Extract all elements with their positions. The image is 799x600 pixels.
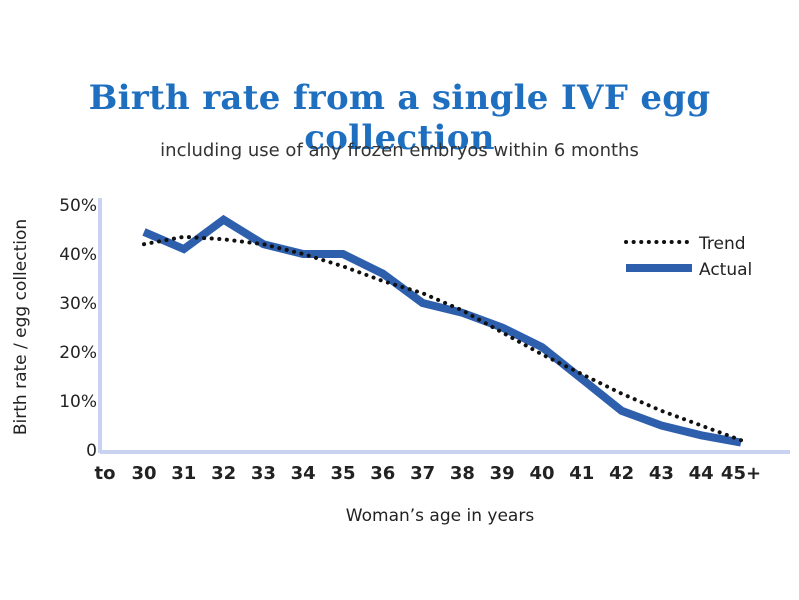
legend: Trend Actual [624, 234, 752, 280]
x-tick-label: 39 [490, 463, 515, 484]
actual-line [142, 214, 742, 447]
legend-trend-label: Trend [698, 234, 746, 254]
series-layer [142, 214, 743, 447]
x-tick-label: 41 [569, 463, 594, 484]
x-tick-label: 31 [171, 463, 196, 484]
x-tick-label: 35 [330, 463, 355, 484]
x-tick-label: 37 [410, 463, 435, 484]
y-tick-label: 20% [59, 343, 97, 363]
y-tick-label: 30% [59, 294, 97, 314]
x-tick-label: 44 [689, 463, 714, 484]
x-tick-label: 30 [131, 463, 156, 484]
x-axis-label: Woman’s age in years [346, 506, 535, 526]
x-tick-label: 34 [291, 463, 316, 484]
x-prefix-label: to [95, 463, 116, 484]
x-tick-label: 33 [251, 463, 276, 484]
y-tick-label: 10% [59, 392, 97, 412]
legend-actual-label: Actual [699, 260, 752, 280]
x-tick-label: 40 [529, 463, 554, 484]
trend-line [142, 234, 743, 443]
y-tick-label: 40% [59, 245, 97, 265]
x-tick-label: 42 [609, 463, 634, 484]
y-tick-label: 0 [86, 441, 97, 461]
chart-subtitle: including use of any frozen embryos with… [160, 140, 639, 161]
y-axis-label: Birth rate / egg collection [11, 219, 31, 435]
x-tick-label: 32 [211, 463, 236, 484]
x-tick-label: 36 [370, 463, 395, 484]
x-tick-label: 43 [649, 463, 674, 484]
x-tick-label: 45+ [721, 463, 761, 484]
chart-title: Birth rate from a single IVF egg collect… [88, 78, 711, 158]
x-ticks: 30 31 32 33 34 35 36 37 38 39 40 41 42 43 44 45+ [131, 463, 761, 484]
y-tick-label: 50% [59, 196, 97, 216]
x-tick-label: 38 [450, 463, 475, 484]
y-ticks: 0 10% 20% 30% 40% 50% [59, 196, 97, 461]
